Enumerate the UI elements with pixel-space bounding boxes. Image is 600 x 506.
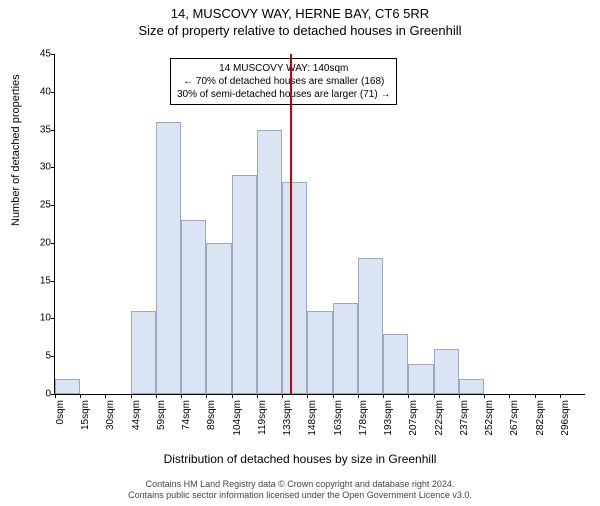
- x-tick-mark: [55, 394, 56, 398]
- x-tick-mark: [535, 394, 536, 398]
- footer-line1: Contains HM Land Registry data © Crown c…: [0, 479, 600, 491]
- y-tick-mark: [51, 54, 55, 55]
- x-tick-label: 267sqm: [509, 400, 523, 436]
- y-tick-label: 0: [25, 389, 51, 400]
- x-tick-label: 0sqm: [55, 400, 69, 424]
- x-tick-label: 296sqm: [560, 400, 574, 436]
- x-tick-label: 178sqm: [358, 400, 372, 436]
- x-tick-mark: [434, 394, 435, 398]
- x-tick-mark: [408, 394, 409, 398]
- title-line2: Size of property relative to detached ho…: [0, 23, 600, 38]
- histogram-bar: [408, 364, 433, 394]
- x-tick-label: 237sqm: [459, 400, 473, 436]
- y-tick-label: 5: [25, 351, 51, 362]
- histogram-bar: [257, 130, 282, 394]
- x-tick-mark: [459, 394, 460, 398]
- histogram-bar: [232, 175, 257, 394]
- y-tick-mark: [51, 318, 55, 319]
- histogram-bar: [383, 334, 408, 394]
- title-line1: 14, MUSCOVY WAY, HERNE BAY, CT6 5RR: [0, 6, 600, 21]
- footer-line2: Contains public sector information licen…: [0, 490, 600, 502]
- footer: Contains HM Land Registry data © Crown c…: [0, 479, 600, 502]
- x-tick-label: 193sqm: [383, 400, 397, 436]
- x-tick-label: 207sqm: [408, 400, 422, 436]
- page-container: 14, MUSCOVY WAY, HERNE BAY, CT6 5RR Size…: [0, 6, 600, 506]
- x-tick-label: 282sqm: [535, 400, 549, 436]
- x-tick-mark: [282, 394, 283, 398]
- x-tick-label: 133sqm: [282, 400, 296, 436]
- x-tick-label: 252sqm: [484, 400, 498, 436]
- x-tick-label: 163sqm: [333, 400, 347, 436]
- x-tick-label: 74sqm: [181, 400, 195, 430]
- x-tick-mark: [333, 394, 334, 398]
- annotation-box: 14 MUSCOVY WAY: 140sqm ← 70% of detached…: [170, 58, 397, 105]
- x-tick-mark: [358, 394, 359, 398]
- x-tick-mark: [257, 394, 258, 398]
- histogram-bar: [459, 379, 484, 394]
- annotation-line1: 14 MUSCOVY WAY: 140sqm: [177, 62, 390, 75]
- chart-plot-area: 14 MUSCOVY WAY: 140sqm ← 70% of detached…: [54, 54, 585, 395]
- x-tick-mark: [383, 394, 384, 398]
- y-tick-label: 15: [25, 275, 51, 286]
- histogram-bar: [333, 303, 358, 394]
- y-tick-label: 40: [25, 86, 51, 97]
- x-tick-mark: [560, 394, 561, 398]
- histogram-bar: [434, 349, 459, 394]
- y-tick-label: 35: [25, 124, 51, 135]
- x-tick-mark: [509, 394, 510, 398]
- x-tick-label: 222sqm: [434, 400, 448, 436]
- x-tick-label: 119sqm: [257, 400, 271, 435]
- annotation-line2: ← 70% of detached houses are smaller (16…: [177, 75, 390, 88]
- x-tick-mark: [181, 394, 182, 398]
- y-axis-label: Number of detached properties: [10, 74, 22, 226]
- histogram-bar: [307, 311, 332, 394]
- y-tick-mark: [51, 281, 55, 282]
- x-tick-label: 59sqm: [156, 400, 170, 430]
- histogram-bar: [358, 258, 383, 394]
- histogram-bar: [156, 122, 181, 394]
- y-tick-label: 10: [25, 313, 51, 324]
- x-tick-label: 15sqm: [80, 400, 94, 430]
- y-tick-label: 45: [25, 49, 51, 60]
- x-tick-label: 89sqm: [206, 400, 220, 430]
- histogram-bar: [206, 243, 231, 394]
- y-tick-mark: [51, 243, 55, 244]
- x-tick-mark: [206, 394, 207, 398]
- y-tick-mark: [51, 130, 55, 131]
- x-tick-label: 148sqm: [307, 400, 321, 436]
- y-tick-label: 25: [25, 200, 51, 211]
- histogram-bar: [55, 379, 80, 394]
- x-tick-mark: [156, 394, 157, 398]
- x-tick-mark: [80, 394, 81, 398]
- histogram-bar: [181, 220, 206, 394]
- histogram-bar: [131, 311, 156, 394]
- y-tick-mark: [51, 92, 55, 93]
- annotation-line3: 30% of semi-detached houses are larger (…: [177, 88, 390, 101]
- y-tick-mark: [51, 356, 55, 357]
- y-tick-label: 30: [25, 162, 51, 173]
- x-tick-mark: [131, 394, 132, 398]
- marker-line: [290, 54, 292, 394]
- y-tick-mark: [51, 167, 55, 168]
- y-tick-mark: [51, 205, 55, 206]
- x-tick-mark: [232, 394, 233, 398]
- x-tick-label: 44sqm: [131, 400, 145, 430]
- x-tick-mark: [484, 394, 485, 398]
- histogram-bar: [282, 182, 307, 394]
- y-tick-label: 20: [25, 237, 51, 248]
- x-tick-label: 30sqm: [105, 400, 119, 430]
- x-tick-mark: [307, 394, 308, 398]
- x-axis-label: Distribution of detached houses by size …: [0, 452, 600, 466]
- x-tick-mark: [105, 394, 106, 398]
- x-tick-label: 104sqm: [232, 400, 246, 436]
